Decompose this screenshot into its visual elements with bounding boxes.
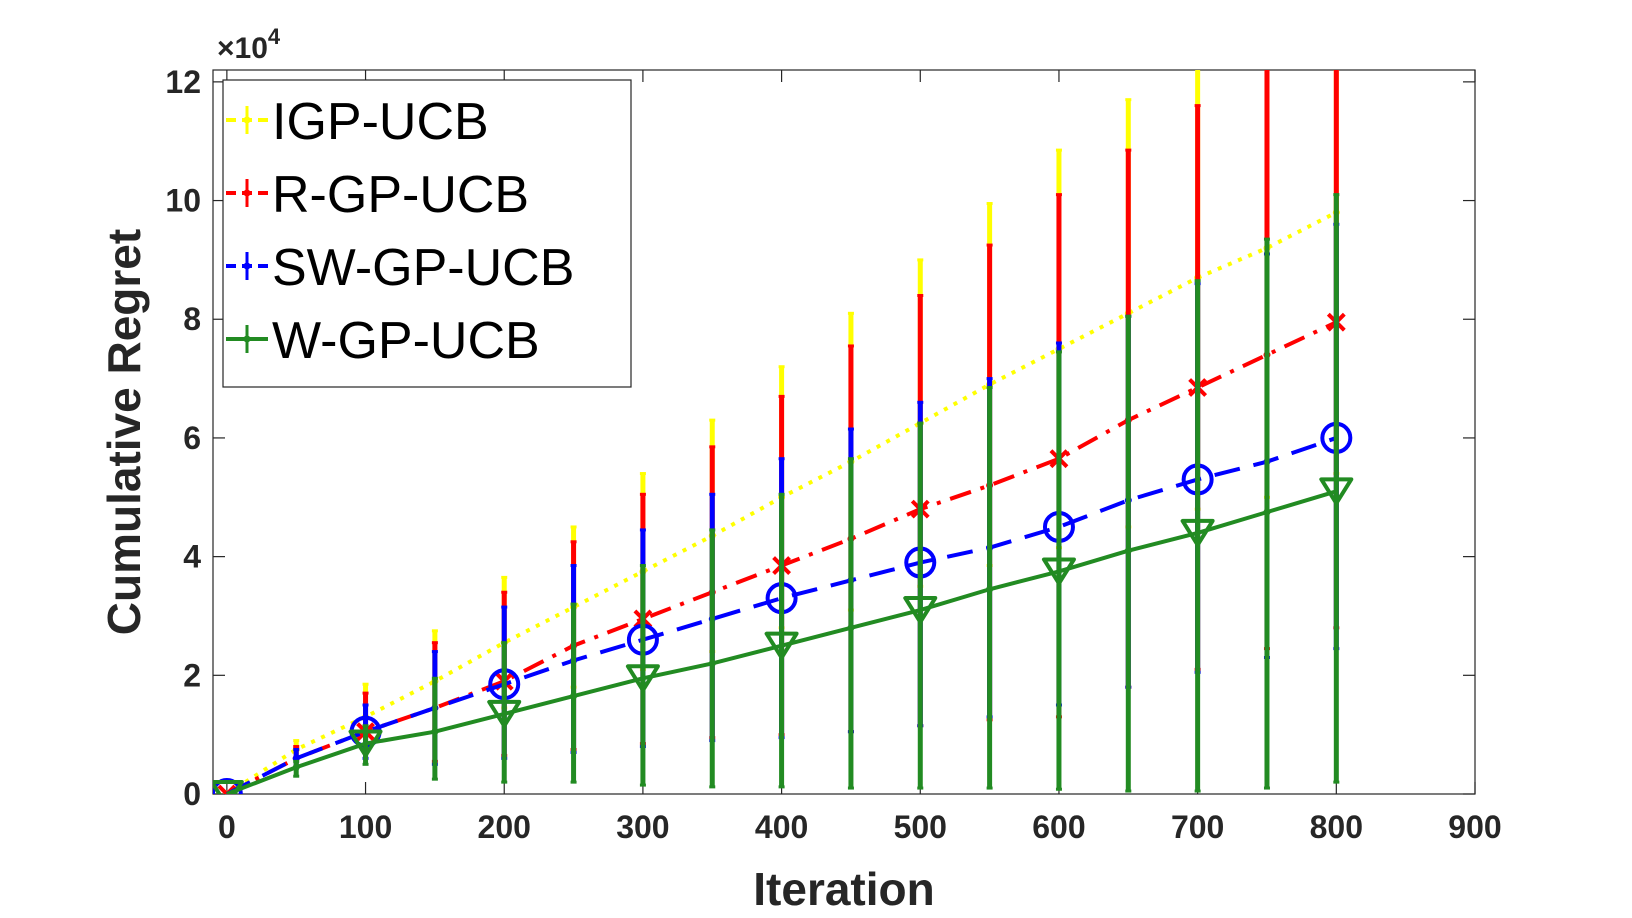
data-point-w-gp-ucb [292, 763, 300, 771]
legend-box [222, 79, 632, 388]
x-tick-labels: 0 100 200 300 400 500 600 700 800 900 [218, 809, 1502, 845]
data-point-w-gp-ucb [986, 585, 994, 593]
legend-item-sw-gp-ucb: SW-GP-UCB [226, 239, 574, 297]
y-multiplier: ×104 [217, 24, 281, 65]
data-point-w-gp-ucb [348, 729, 383, 758]
x-tick-label: 200 [478, 809, 531, 845]
x-axis-label: Iteration [753, 863, 934, 915]
series-line-sw-gp-ucb [225, 436, 1337, 794]
legend-marker-sw-gp-ucb [243, 262, 251, 270]
x-tick-label: 300 [616, 809, 669, 845]
legend-marker-igp-ucb [243, 116, 251, 124]
data-point-w-gp-ucb [431, 728, 439, 736]
series-layer [213, 70, 1354, 794]
data-point-w-gp-ucb [213, 780, 244, 794]
data-point-w-gp-ucb [487, 699, 522, 728]
x-tick-label: 900 [1448, 809, 1501, 845]
data-point-r-gp-ucb [217, 784, 237, 794]
data-point-w-gp-ucb [708, 659, 716, 667]
x-tick-label: 800 [1310, 809, 1363, 845]
data-point-w-gp-ucb [847, 624, 855, 632]
legend-item-igp-ucb: IGP-UCB [226, 93, 489, 151]
x-tick-label: 500 [894, 809, 947, 845]
data-point-w-gp-ucb [570, 692, 578, 700]
y-tick-label: 4 [183, 539, 201, 575]
legend-item-w-gp-ucb: W-GP-UCB [226, 312, 540, 370]
legend-marker-r-gp-ucb [243, 189, 251, 197]
legend-items: IGP-UCB R-GP-UCB SW-GP-UCB W-GP-UCB [226, 93, 574, 370]
legend-item-r-gp-ucb: R-GP-UCB [226, 166, 529, 224]
x-tick-label: 0 [218, 809, 236, 845]
legend-marker-w-gp-ucb [243, 335, 251, 343]
y-tick-label: 8 [183, 301, 201, 337]
x-tick-label: 600 [1032, 809, 1085, 845]
legend-label-w-gp-ucb: W-GP-UCB [272, 312, 540, 370]
y-tick-label: 2 [183, 657, 201, 693]
data-point-w-gp-ucb [625, 664, 660, 693]
legend-label-sw-gp-ucb: SW-GP-UCB [272, 239, 574, 297]
x-tick-label: 100 [339, 809, 392, 845]
data-point-w-gp-ucb [1180, 518, 1215, 547]
legend-label-r-gp-ucb: R-GP-UCB [272, 166, 529, 224]
y-tick-label: 6 [183, 420, 201, 456]
series-w-gp-ucb [213, 193, 1354, 794]
x-tick-label: 400 [755, 809, 808, 845]
data-point-w-gp-ucb [764, 631, 799, 660]
data-point-w-gp-ucb [1041, 557, 1076, 586]
data-point-w-gp-ucb [1319, 477, 1354, 506]
series-line-w-gp-ucb [226, 489, 1337, 794]
y-axis-label: Cumulative Regret [98, 229, 150, 635]
legend-label-igp-ucb: IGP-UCB [272, 93, 489, 151]
y-tick-label: 0 [183, 776, 201, 812]
x-tick-label: 700 [1171, 809, 1224, 845]
legend: IGP-UCB R-GP-UCB SW-GP-UCB W-GP-UCB [222, 79, 632, 388]
y-tick-label: 10 [165, 183, 201, 219]
data-point-w-gp-ucb [1124, 547, 1132, 555]
y-tick-label: 12 [165, 64, 201, 100]
data-point-w-gp-ucb [1263, 508, 1271, 516]
y-tick-labels: 0 2 4 6 8 10 12 [165, 64, 201, 812]
data-point-w-gp-ucb [903, 596, 938, 625]
